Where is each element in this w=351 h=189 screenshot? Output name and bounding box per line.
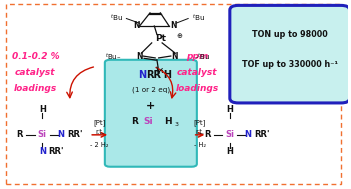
Text: catalyst: catalyst	[15, 68, 56, 77]
FancyBboxPatch shape	[105, 60, 197, 167]
Text: N: N	[39, 147, 46, 156]
Text: R: R	[16, 130, 23, 139]
Text: catalyst: catalyst	[177, 68, 217, 77]
Text: N: N	[133, 21, 139, 30]
Text: RR'H: RR'H	[146, 70, 173, 80]
FancyBboxPatch shape	[230, 5, 350, 103]
Text: $^t$Bu: $^t$Bu	[192, 12, 205, 23]
Text: –$^t$Bu: –$^t$Bu	[194, 50, 210, 62]
Text: Si: Si	[225, 130, 234, 139]
Text: RR': RR'	[254, 130, 270, 139]
Text: N: N	[136, 52, 143, 60]
Text: Pt: Pt	[155, 34, 166, 43]
Text: 3: 3	[174, 122, 178, 127]
Text: N: N	[138, 70, 146, 80]
Text: ppm: ppm	[186, 53, 208, 61]
Text: R: R	[131, 117, 138, 126]
Text: N: N	[170, 21, 177, 30]
Text: RR': RR'	[48, 147, 64, 156]
Text: (1 or 2 eq): (1 or 2 eq)	[132, 87, 170, 93]
Text: H: H	[39, 105, 46, 114]
Text: 0.1-0.2 %: 0.1-0.2 %	[12, 53, 59, 61]
Text: TON up to 98000: TON up to 98000	[252, 30, 327, 39]
Text: +: +	[146, 101, 155, 111]
Text: H: H	[226, 147, 233, 156]
Text: loadings: loadings	[175, 84, 218, 93]
Text: $^t$Bu–: $^t$Bu–	[105, 50, 122, 62]
Text: r.t.: r.t.	[95, 129, 104, 135]
Text: [Pt]: [Pt]	[93, 119, 106, 126]
Text: RR': RR'	[67, 130, 82, 139]
Text: [Pt]: [Pt]	[194, 119, 206, 126]
Text: loadings: loadings	[14, 84, 57, 93]
Text: Si: Si	[143, 117, 153, 126]
Text: r.t.: r.t.	[196, 129, 205, 135]
Text: H: H	[226, 105, 233, 114]
Text: R: R	[204, 130, 211, 139]
Text: TOF up to 330000 h⁻¹: TOF up to 330000 h⁻¹	[242, 60, 338, 69]
Text: - 2 H₂: - 2 H₂	[91, 142, 109, 148]
Text: N: N	[245, 130, 252, 139]
Text: ⊕: ⊕	[177, 33, 183, 39]
Text: N: N	[57, 130, 64, 139]
Text: $^t$Bu: $^t$Bu	[111, 12, 124, 23]
Text: - H₂: - H₂	[194, 142, 206, 148]
Text: N: N	[171, 52, 178, 60]
Text: H: H	[164, 117, 171, 126]
Text: Si: Si	[38, 130, 47, 139]
